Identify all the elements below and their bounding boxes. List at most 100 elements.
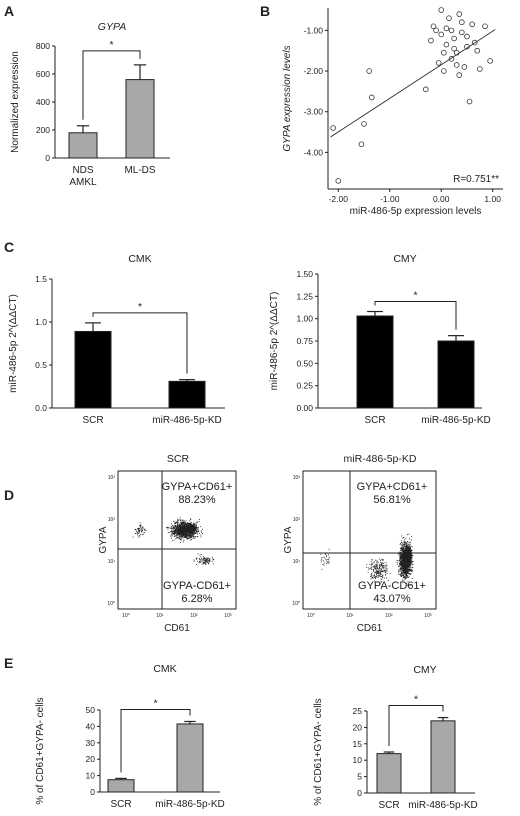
event-dot [189, 529, 190, 530]
event-dot [186, 524, 188, 526]
event-dot [402, 566, 404, 568]
event-dot [409, 550, 411, 552]
event-dot [184, 532, 186, 534]
event-dot [381, 562, 383, 563]
event-dot [404, 559, 406, 561]
event-dot [378, 570, 379, 572]
event-dot [410, 551, 411, 553]
x-category-label: SCR [364, 415, 385, 426]
event-dot [183, 527, 185, 529]
event-dot [189, 533, 191, 535]
event-dot [403, 565, 405, 566]
event-dot [199, 560, 200, 562]
event-dot [403, 555, 405, 557]
event-dot [174, 522, 176, 524]
event-dot [193, 528, 195, 529]
y-axis-label: GYPA expression levels [282, 45, 293, 151]
event-dot [177, 529, 178, 531]
event-dot [403, 544, 405, 545]
event-dot [204, 558, 206, 560]
event-dot [180, 536, 182, 538]
event-dot [400, 570, 402, 572]
event-dot [398, 573, 400, 575]
event-dot [207, 558, 209, 560]
event-dot [177, 523, 179, 525]
event-dot [321, 568, 323, 570]
event-dot [407, 563, 408, 565]
event-dot [406, 565, 408, 567]
event-dot [211, 556, 213, 558]
y-tick-label: 200 [36, 125, 50, 135]
event-dot [412, 564, 414, 565]
event-dot [180, 533, 182, 535]
event-dot [197, 560, 198, 562]
event-dot [375, 568, 377, 570]
event-dot [410, 560, 412, 562]
event-dot [378, 572, 380, 574]
event-dot [176, 528, 177, 529]
event-dot [173, 521, 175, 523]
event-dot [193, 533, 195, 535]
event-dot [382, 574, 384, 576]
event-dot [181, 530, 182, 532]
event-dot [139, 526, 141, 528]
event-dot [406, 559, 408, 561]
event-dot [406, 576, 408, 578]
event-dot [401, 573, 403, 575]
event-dot [408, 545, 410, 547]
event-dot [373, 562, 375, 564]
event-dot [188, 537, 190, 539]
event-dot [404, 557, 406, 558]
event-dot [405, 571, 407, 572]
event-dot [178, 526, 180, 528]
event-dot [169, 527, 171, 529]
event-dot [194, 536, 196, 538]
event-dot [380, 563, 382, 565]
scatter-point [474, 47, 481, 54]
event-dot [402, 575, 404, 577]
event-dot [186, 524, 188, 525]
event-dot [182, 528, 184, 530]
event-dot [401, 552, 403, 554]
event-dot [402, 574, 404, 576]
event-dot [194, 527, 196, 529]
event-dot [188, 533, 190, 535]
event-dot [410, 563, 412, 565]
event-dot [328, 558, 330, 560]
scatter-point [469, 21, 475, 28]
event-dot [377, 564, 378, 566]
event-dot [405, 550, 407, 552]
event-dot [402, 563, 404, 565]
event-dot [174, 533, 176, 534]
event-dot [403, 571, 404, 572]
event-dot [175, 529, 177, 531]
y-axis-label: GYPA [98, 526, 109, 553]
event-dot [184, 533, 186, 535]
event-dot [187, 524, 188, 526]
y-axis-label: Normalized expression [10, 51, 21, 153]
event-dot [180, 520, 181, 521]
event-dot [374, 567, 376, 569]
event-dot [404, 560, 406, 562]
event-dot [191, 535, 192, 537]
scatter-point [361, 121, 367, 127]
event-dot [409, 561, 410, 563]
event-dot [174, 527, 176, 529]
event-dot [138, 529, 140, 531]
event-dot [401, 559, 403, 561]
event-dot [181, 519, 183, 521]
event-dot [377, 576, 379, 578]
event-dot [375, 570, 377, 572]
event-dot [403, 544, 404, 546]
scatter-point [433, 27, 439, 34]
y-tick-label: 0 [45, 153, 50, 163]
event-dot [178, 520, 180, 521]
event-dot [185, 531, 187, 533]
event-dot [406, 534, 408, 535]
event-dot [193, 527, 195, 529]
event-dot [407, 551, 409, 553]
event-dot [172, 531, 174, 532]
